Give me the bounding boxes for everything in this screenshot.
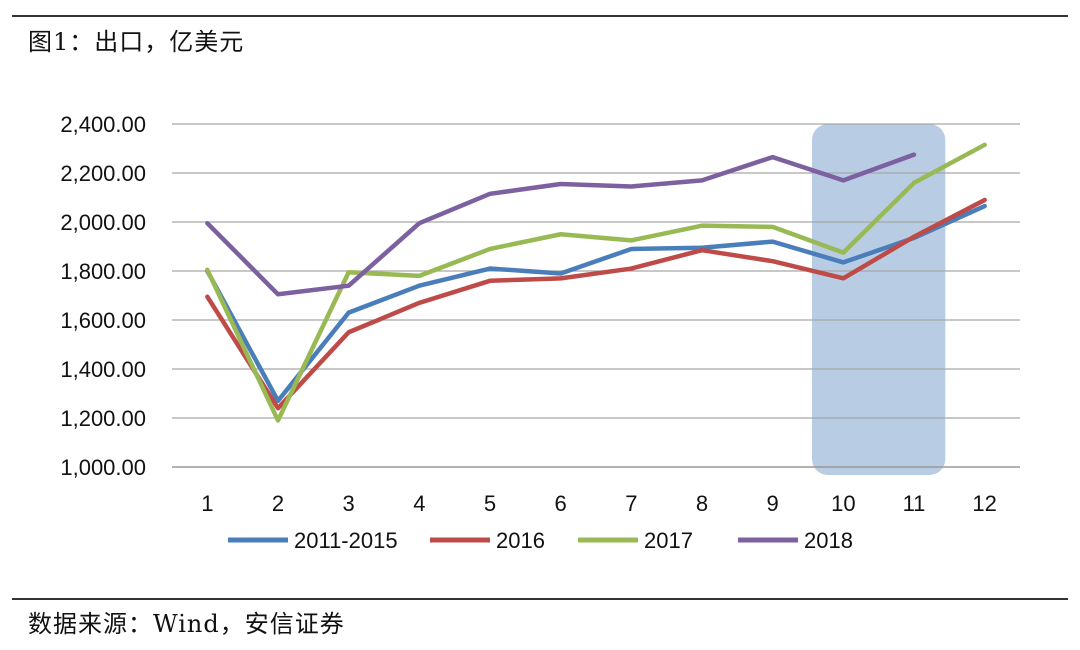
series-line-2017 (205, 142, 987, 423)
y-tick-label: 2,400.00 (60, 112, 146, 137)
x-tick-label: 7 (625, 491, 637, 516)
y-tick-label: 1,600.00 (60, 308, 146, 333)
series-line-2016 (205, 197, 987, 411)
x-tick-label: 3 (343, 491, 355, 516)
series-line-2011-2015 (205, 203, 987, 404)
legend-label: 2011-2015 (294, 528, 398, 553)
top-rule (12, 15, 1068, 17)
legend-label: 2016 (496, 528, 545, 553)
x-tick-label: 12 (972, 491, 996, 516)
figure-title: 图1：出口，亿美元 (28, 28, 245, 56)
line-chart: 1,000.00 1,200.00 1,400.00 1,600.00 1,800.00… (60, 112, 1020, 553)
x-tick-label: 5 (484, 491, 496, 516)
x-tick-label: 10 (831, 491, 855, 516)
x-tick-label: 9 (767, 491, 779, 516)
legend-label: 2018 (804, 528, 853, 553)
series-line-2018 (205, 152, 917, 297)
source-note: 数据来源：Wind，安信证券 (28, 610, 345, 638)
y-tick-label: 1,000.00 (60, 455, 146, 480)
x-tick-label: 8 (696, 491, 708, 516)
highlight-band (812, 124, 946, 475)
x-tick-label: 2 (272, 491, 284, 516)
bottom-rule (12, 598, 1068, 600)
y-tick-label: 1,200.00 (60, 406, 146, 431)
x-tick-label: 4 (413, 491, 425, 516)
y-tick-label: 2,200.00 (60, 161, 146, 186)
legend-label: 2017 (644, 528, 693, 553)
y-tick-label: 1,800.00 (60, 259, 146, 284)
y-tick-label: 2,000.00 (60, 210, 146, 235)
y-tick-label: 1,400.00 (60, 357, 146, 382)
x-tick-label: 11 (903, 491, 926, 516)
x-tick-label: 1 (201, 491, 213, 516)
x-tick-label: 6 (555, 491, 567, 516)
